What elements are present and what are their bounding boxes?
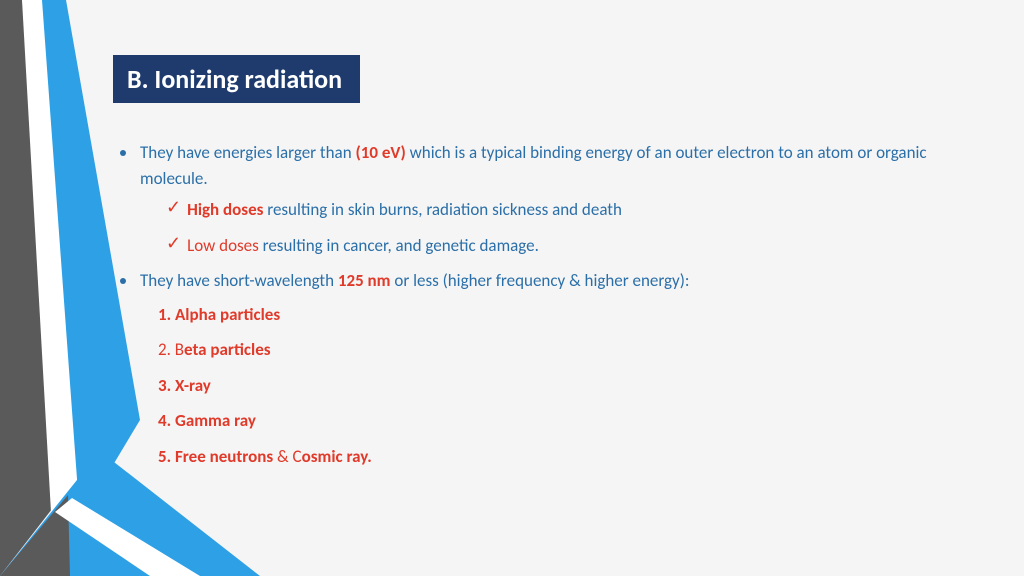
sub2-lead: Low doses — [187, 235, 259, 256]
bullet-dot-icon — [120, 278, 126, 284]
sub2-rest: resulting in cancer, and genetic damage. — [259, 235, 539, 256]
list-item: 4. Gamma ray — [158, 408, 950, 434]
bullet1-pre: They have energies larger than — [140, 142, 355, 163]
p5-c: osmic ray. — [302, 446, 372, 467]
list-item: 1. Alpha particles — [158, 302, 950, 328]
numbered-list: 1. Alpha particles 2. Beta particles 3. … — [158, 302, 950, 470]
list-item: 2. Beta particles — [158, 337, 950, 363]
list-item: 5. Free neutrons & Cosmic ray. — [158, 444, 950, 470]
bullet-item-2: They have short-wavelength 125 nm or les… — [120, 268, 950, 294]
bullet1-highlight: (10 eV) — [355, 142, 405, 163]
slide-body: They have energies larger than (10 eV) w… — [120, 140, 950, 479]
bullet-item-1: They have energies larger than (10 eV) w… — [120, 140, 950, 191]
bullet2-post: or less (higher frequency & higher energ… — [391, 270, 690, 291]
p5-b: & C — [273, 446, 301, 467]
bullet-dot-icon — [120, 150, 126, 156]
checkmark-icon: ✓ — [166, 233, 181, 255]
bullet2-highlight: 125 nm — [338, 270, 391, 291]
check-item-2: ✓ Low doses resulting in cancer, and gen… — [166, 233, 950, 259]
checkmark-icon: ✓ — [166, 197, 181, 219]
p2-rest: eta particles — [184, 339, 271, 360]
slide-title: B. Ionizing radiation — [113, 55, 360, 103]
bullet2-pre: They have short-wavelength — [140, 270, 338, 291]
p2-prefix: 2. B — [158, 339, 184, 360]
sub1-bold: High doses — [187, 199, 263, 220]
list-item: 3. X-ray — [158, 373, 950, 399]
sub1-rest: resulting in skin burns, radiation sickn… — [263, 199, 622, 220]
check-item-1: ✓ High doses resulting in skin burns, ra… — [166, 197, 950, 223]
p5-a: 5. Free neutrons — [158, 446, 273, 467]
